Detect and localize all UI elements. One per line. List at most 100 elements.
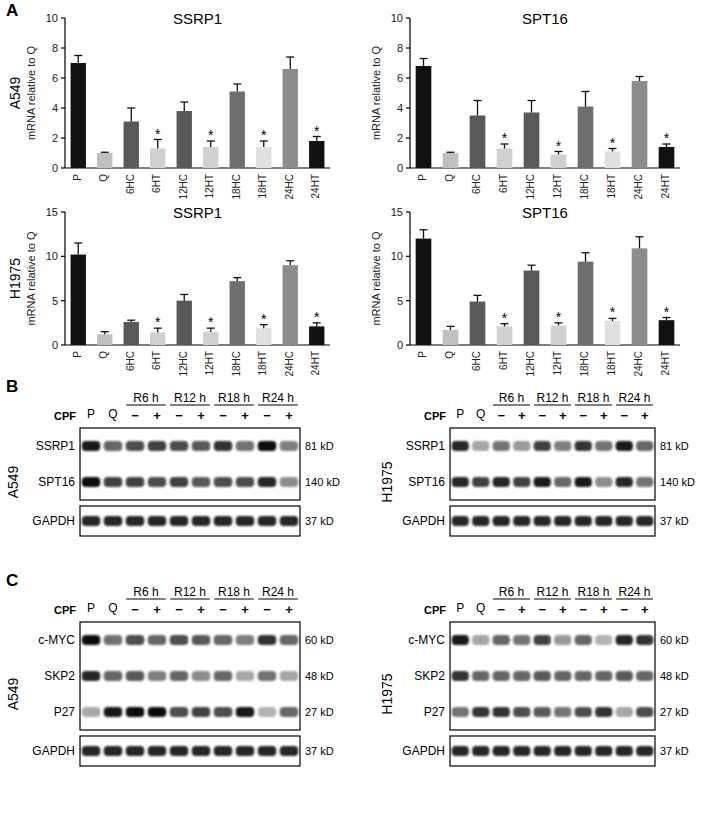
band bbox=[575, 477, 592, 487]
significance-mark: * bbox=[556, 309, 562, 325]
band bbox=[513, 516, 530, 526]
lane-label: Q bbox=[476, 407, 485, 421]
bar bbox=[177, 301, 192, 345]
band bbox=[472, 671, 489, 681]
band bbox=[554, 707, 571, 717]
band bbox=[636, 746, 653, 756]
y-tick-label: 0 bbox=[52, 339, 58, 351]
bar bbox=[230, 281, 245, 345]
error-cap bbox=[286, 56, 294, 57]
y-axis-label: mRNA relative to Q bbox=[25, 231, 37, 326]
plot-area bbox=[71, 56, 325, 169]
treatment-sign: + bbox=[641, 408, 649, 423]
y-tick bbox=[406, 256, 410, 257]
significance-mark: * bbox=[664, 304, 670, 320]
group-label: R24 h bbox=[618, 391, 650, 405]
kd-label: 37 kD bbox=[660, 745, 689, 757]
x-tick-label: 18HT bbox=[606, 174, 617, 198]
error-bar bbox=[582, 253, 590, 262]
band bbox=[82, 441, 100, 451]
group-label: R18 h bbox=[218, 391, 250, 405]
band bbox=[148, 635, 166, 645]
kd-label: 60 kD bbox=[660, 634, 689, 646]
x-tick-label: 24HC bbox=[284, 174, 295, 200]
band bbox=[595, 516, 612, 526]
error-bar bbox=[101, 332, 109, 335]
kd-label: 27 kD bbox=[660, 706, 689, 718]
band bbox=[82, 477, 100, 487]
group-underline bbox=[534, 405, 571, 406]
error-bar bbox=[420, 59, 428, 67]
error-cap bbox=[474, 295, 482, 296]
panel-label: A bbox=[6, 1, 18, 20]
band bbox=[616, 477, 633, 487]
error-cap bbox=[180, 101, 188, 102]
chart-title: SPT16 bbox=[522, 10, 568, 27]
y-tick-label: 10 bbox=[46, 12, 58, 24]
cell-line-label: H1975 bbox=[379, 461, 395, 502]
band bbox=[472, 635, 489, 645]
bar-chart: 0246810SPT16mRNA relative to Q****PQ6HC6… bbox=[370, 10, 680, 200]
band bbox=[280, 746, 298, 756]
error-bar bbox=[233, 84, 241, 92]
cell-line-label: A549 bbox=[5, 465, 21, 498]
bar bbox=[578, 262, 594, 345]
band bbox=[575, 707, 592, 717]
band bbox=[534, 635, 551, 645]
y-tick-label: 10 bbox=[391, 250, 403, 262]
y-tick-label: 15 bbox=[391, 206, 403, 218]
band bbox=[170, 671, 188, 681]
band bbox=[616, 441, 633, 451]
treatment-sign: − bbox=[538, 602, 546, 617]
x-tick-label: 12HC bbox=[178, 174, 189, 200]
group-label: R6 h bbox=[499, 391, 524, 405]
kd-label: 37 kD bbox=[660, 515, 689, 527]
band bbox=[148, 746, 166, 756]
bar bbox=[124, 322, 139, 345]
band bbox=[575, 635, 592, 645]
error-line bbox=[184, 294, 185, 300]
y-tick-label: 0 bbox=[52, 162, 58, 174]
treatment-sign: − bbox=[579, 408, 587, 423]
error-line bbox=[477, 295, 478, 301]
band bbox=[636, 635, 653, 645]
protein-label: SSRP1 bbox=[406, 439, 446, 453]
bar-chart: 051015SPT16mRNA relative to Q****PQ6HC6H… bbox=[370, 204, 680, 377]
x-tick-label: 24HT bbox=[310, 351, 321, 375]
band bbox=[534, 441, 551, 451]
significance-mark: * bbox=[502, 310, 508, 326]
error-bar bbox=[127, 320, 135, 322]
bar bbox=[71, 255, 86, 345]
error-cap bbox=[180, 294, 188, 295]
band bbox=[452, 746, 469, 756]
band bbox=[126, 746, 144, 756]
error-bar bbox=[74, 56, 82, 64]
band bbox=[493, 477, 510, 487]
error-bar bbox=[582, 92, 590, 107]
error-cap bbox=[447, 152, 455, 153]
band bbox=[148, 477, 166, 487]
blot-frame bbox=[80, 428, 300, 500]
x-tick-label: P bbox=[417, 174, 428, 181]
band bbox=[170, 707, 188, 717]
group-label: R12 h bbox=[174, 585, 206, 599]
band bbox=[472, 707, 489, 717]
y-tick bbox=[61, 77, 65, 78]
error-cap bbox=[233, 277, 241, 278]
band bbox=[595, 671, 612, 681]
y-tick bbox=[61, 167, 65, 168]
group-label: R12 h bbox=[174, 391, 206, 405]
error-cap bbox=[127, 107, 135, 108]
band bbox=[472, 441, 489, 451]
error-line bbox=[423, 230, 424, 239]
group-underline bbox=[126, 599, 166, 600]
protein-label: SSRP1 bbox=[36, 439, 76, 453]
x-tick-label: 24HT bbox=[310, 174, 321, 198]
significance-mark: * bbox=[314, 123, 320, 139]
y-tick-label: 4 bbox=[397, 102, 403, 114]
error-cap bbox=[528, 100, 536, 101]
y-axis bbox=[64, 18, 65, 168]
bar bbox=[524, 113, 540, 169]
error-bar bbox=[180, 294, 188, 300]
cell-line-label: A549 bbox=[5, 677, 21, 710]
